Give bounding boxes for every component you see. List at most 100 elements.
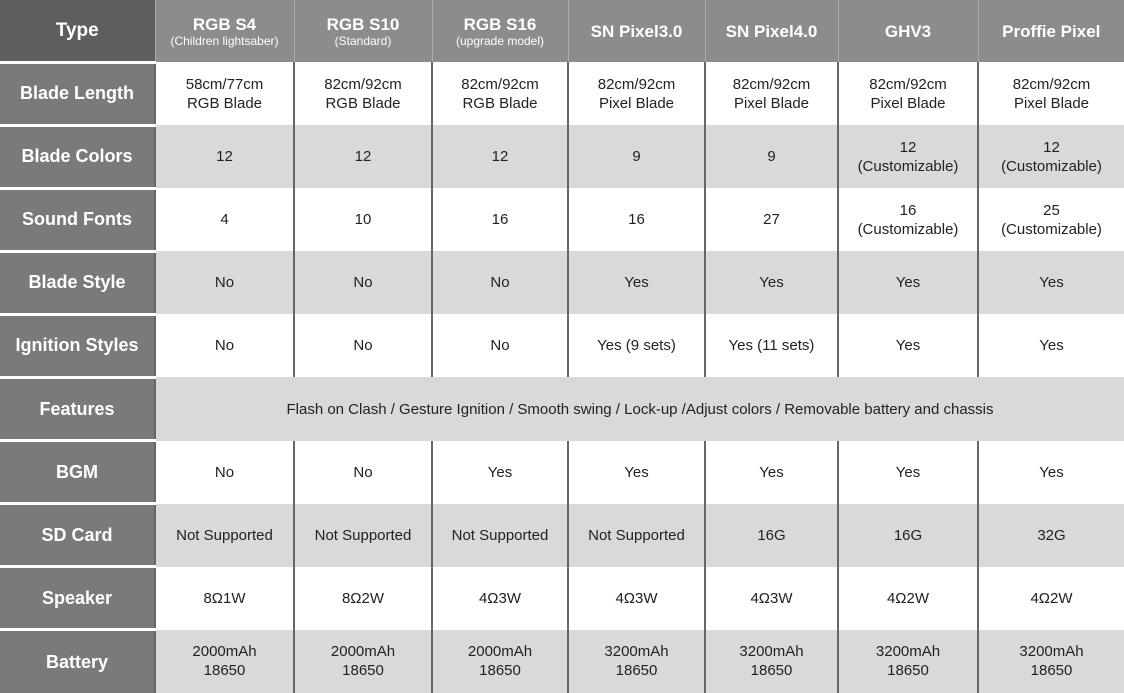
table-cell: No — [293, 440, 432, 504]
header-column: RGB S10 (Standard) — [293, 0, 432, 63]
table-row: Blade Style No No No Yes Yes Yes Yes — [0, 249, 1124, 315]
table-cell: Yes — [567, 440, 705, 504]
row-label: Battery — [0, 628, 155, 693]
cell-line: Yes (11 sets) — [728, 337, 815, 355]
cell-line: 82cm/92cm — [597, 75, 676, 93]
cell-line: 16G — [757, 526, 786, 544]
header-column: Proffie Pixel — [977, 0, 1124, 63]
cell-line: 18650 — [342, 662, 384, 680]
table-cell: 27 — [704, 188, 838, 252]
cell-line: 4Ω3W — [478, 589, 522, 607]
cell-line: Not Supported — [588, 526, 685, 544]
table-cell: 9 — [567, 125, 705, 189]
cell-line: 16G — [893, 526, 923, 544]
table-row: Blade Colors 12 12 12 9 9 12 (Customizable) 12 (C… — [0, 123, 1124, 189]
cell-line: 4Ω3W — [615, 589, 658, 607]
cell-line: Yes — [895, 337, 921, 355]
cell-line: 3200mAh — [875, 643, 941, 661]
table-cell: 16 (Customizable) — [837, 188, 978, 252]
cell-line: Yes — [895, 463, 921, 481]
cell-line: 4Ω2W — [1030, 589, 1073, 607]
cell-line: 8Ω1W — [203, 589, 246, 607]
table-cell: No — [154, 440, 294, 504]
table-cell: Yes — [837, 440, 978, 504]
table-cell: Yes (9 sets) — [567, 314, 705, 378]
table-cell: No — [293, 314, 432, 378]
row-label: Ignition Styles — [0, 312, 155, 378]
cell-line: 3200mAh — [739, 643, 804, 661]
cell-line: No — [214, 337, 235, 355]
cell-line: 16 — [628, 211, 645, 229]
cell-line: 16 — [491, 211, 509, 229]
header-column: GHV3 — [837, 0, 978, 63]
table-cell: 3200mAh 18650 — [704, 629, 838, 693]
table-cell: No — [431, 314, 568, 378]
cell-line: 18650 — [203, 662, 246, 680]
table-cell: 4Ω2W — [837, 566, 978, 630]
cell-line: 2000mAh — [330, 643, 396, 661]
cell-line: 3200mAh — [1019, 643, 1084, 661]
table-cell: 4Ω2W — [977, 566, 1124, 630]
cell-line: RGB Blade — [325, 94, 401, 112]
cell-line: 2000mAh — [192, 643, 257, 661]
table-row: Features Flash on Clash / Gesture Ignitio… — [0, 375, 1124, 441]
cell-line: 12 — [899, 138, 917, 156]
table-cell: 82cm/92cm Pixel Blade — [977, 62, 1124, 126]
column-name: SN Pixel4.0 — [725, 21, 818, 41]
cell-line: 82cm/92cm — [324, 75, 402, 93]
table-row: Sound Fonts 4 10 16 16 27 16 (Customizable) 25 (C… — [0, 186, 1124, 252]
row-label: BGM — [0, 439, 155, 504]
cell-line: RGB Blade — [186, 94, 263, 112]
cell-line: Yes — [1039, 337, 1064, 355]
table-cell: No — [154, 314, 294, 378]
cell-line: RGB Blade — [462, 94, 538, 112]
table-cell: 82cm/92cm Pixel Blade — [704, 62, 838, 126]
row-label: Speaker — [0, 565, 155, 630]
cell-line: 82cm/92cm — [869, 75, 947, 93]
cell-line: Pixel Blade — [1013, 94, 1090, 112]
features-cell: Flash on Clash / Gesture Ignition / Smoo… — [154, 377, 1124, 441]
table-cell: 4Ω3W — [567, 566, 705, 630]
table-cell: 3200mAh 18650 — [837, 629, 978, 693]
table-row: Ignition Styles No No No Yes (9 sets) Yes (11… — [0, 312, 1124, 378]
table-cell: 12 — [154, 125, 294, 189]
cell-line: 82cm/92cm — [1012, 75, 1091, 93]
table-cell: Yes — [977, 440, 1124, 504]
table-row: SD Card Not Supported Not Supported Not Sup… — [0, 502, 1124, 567]
table-cell: Yes — [837, 251, 978, 315]
table-cell: No — [154, 251, 294, 315]
cell-line: 25 — [1043, 201, 1060, 219]
row-label: Features — [0, 375, 155, 441]
table-cell: 16 — [431, 188, 568, 252]
cell-line: 12 — [491, 148, 509, 166]
cell-line: Yes — [759, 463, 784, 481]
cell-line: 4 — [220, 211, 229, 229]
table-cell: Not Supported — [293, 503, 432, 567]
table-cell: 16 — [567, 188, 705, 252]
header-column: SN Pixel4.0 — [704, 0, 838, 63]
table-cell: Yes — [567, 251, 705, 315]
table-cell: 32G — [977, 503, 1124, 567]
cell-line: 12 — [1043, 138, 1060, 156]
table-cell: 25 (Customizable) — [977, 188, 1124, 252]
table-cell: Not Supported — [567, 503, 705, 567]
cell-line: No — [353, 274, 373, 292]
table-cell: 12 (Customizable) — [837, 125, 978, 189]
cell-line: 82cm/92cm — [461, 75, 539, 93]
table-cell: 12 (Customizable) — [977, 125, 1124, 189]
cell-line: 18650 — [1030, 662, 1073, 680]
table-cell: 12 — [431, 125, 568, 189]
table-cell: Yes — [431, 440, 568, 504]
cell-line: 8Ω2W — [341, 589, 385, 607]
cell-line: (Customizable) — [1001, 157, 1102, 175]
cell-line: No — [490, 337, 510, 355]
cell-line: 4Ω3W — [750, 589, 793, 607]
table-cell: 16G — [837, 503, 978, 567]
cell-line: Pixel Blade — [733, 94, 810, 112]
table-cell: 82cm/92cm RGB Blade — [431, 62, 568, 126]
row-label: Blade Length — [0, 60, 155, 126]
table-row: BGM No No Yes Yes Yes Yes Yes — [0, 439, 1124, 504]
cell-line: 9 — [632, 148, 641, 166]
cell-line: Yes — [1039, 463, 1064, 481]
